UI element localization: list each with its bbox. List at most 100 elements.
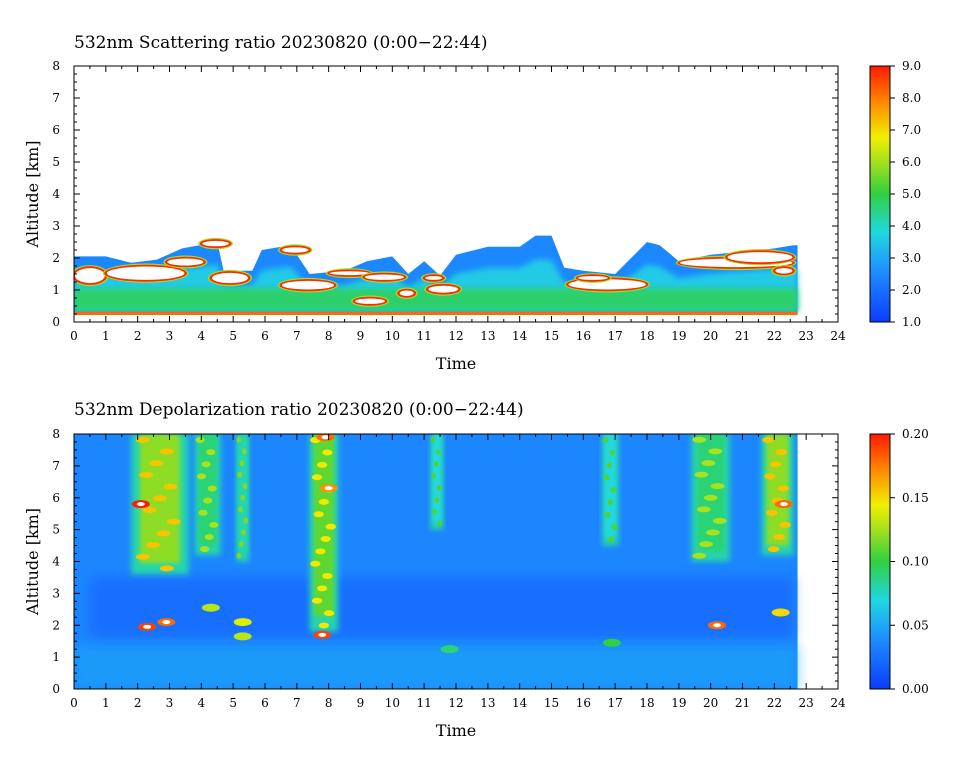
column-speckle <box>142 506 157 513</box>
column-speckle <box>318 498 330 505</box>
column-speckle <box>201 461 211 468</box>
column-speckle <box>322 573 333 580</box>
column-speckle <box>611 523 618 530</box>
column-speckle <box>712 517 727 524</box>
y-tick-label: 6 <box>52 123 60 137</box>
column-speckle <box>766 509 778 516</box>
hot-spot-outer <box>233 618 252 627</box>
strong-layer-core <box>202 240 229 247</box>
column-speckle <box>241 529 246 536</box>
colorbar-tick-label: 0.10 <box>902 555 929 569</box>
strong-layer-15 <box>573 273 612 283</box>
colorbar-tick-label: 0.00 <box>902 682 929 696</box>
column-speckle <box>762 437 774 444</box>
strong-layer-2 <box>102 263 189 283</box>
strong-layer-core <box>775 268 793 274</box>
column-speckle <box>779 521 791 528</box>
colorbar-scale <box>869 433 891 690</box>
strong-layer-9 <box>360 271 409 283</box>
x-tick-label: 9 <box>357 696 365 710</box>
hot-spot-2 <box>138 622 157 631</box>
x-tick-label: 7 <box>293 329 301 343</box>
x-tick-label: 4 <box>198 696 206 710</box>
column-speckle <box>163 483 178 490</box>
column-speckle <box>320 535 331 542</box>
strong-layer-core <box>364 274 405 280</box>
column-speckle <box>166 518 181 525</box>
x-tick-label: 2 <box>134 696 142 710</box>
column-speckle <box>431 472 437 479</box>
column-speckle <box>325 523 336 530</box>
y-tick-label: 3 <box>52 586 60 600</box>
column-speckle <box>430 436 436 443</box>
column-speckle <box>437 520 443 527</box>
x-tick-label: 1 <box>102 696 110 710</box>
strong-layer-core <box>425 276 443 280</box>
x-tick-label: 18 <box>639 696 654 710</box>
column-speckle <box>195 437 205 444</box>
strong-layer-core <box>75 268 105 284</box>
colorbar-tick-label: 5.0 <box>902 187 921 201</box>
column-speckle <box>149 460 164 467</box>
column-speckle <box>434 496 440 503</box>
y-tick-label: 1 <box>52 650 60 664</box>
x-tick-label: 13 <box>480 329 495 343</box>
y-tick-label: 5 <box>52 155 60 169</box>
high-depol-column-6 <box>602 434 619 546</box>
y-tick-label: 7 <box>52 459 60 473</box>
hot-spot-outer <box>771 608 790 617</box>
column-core <box>238 434 248 552</box>
colorbar-tick-label: 9.0 <box>902 59 921 73</box>
column-speckle <box>135 553 150 560</box>
x-tick-label: 15 <box>544 696 559 710</box>
column-speckle <box>706 529 720 536</box>
y-tick-label: 4 <box>52 187 60 201</box>
x-tick-label: 0 <box>70 696 78 710</box>
x-tick-label: 23 <box>799 329 814 343</box>
x-tick-label: 19 <box>671 329 686 343</box>
surface-layer <box>74 311 798 315</box>
strong-layer-core <box>329 271 370 276</box>
x-tick-label: 14 <box>512 696 528 710</box>
hot-spot-11 <box>602 638 621 647</box>
strong-layer-core <box>281 247 309 253</box>
column-speckle <box>200 546 210 553</box>
strong-layer-1 <box>74 265 109 287</box>
y-tick-label: 7 <box>52 91 60 105</box>
column-speckle <box>610 486 617 493</box>
hot-spot-8 <box>316 434 335 442</box>
column-speckle <box>315 548 326 555</box>
x-tick-label: 19 <box>671 696 686 710</box>
y-tick-label: 4 <box>52 555 60 569</box>
y-tick-label: 0 <box>52 682 60 696</box>
y-tick-label: 1 <box>52 283 60 297</box>
y-tick-label: 2 <box>52 251 60 265</box>
x-tick-label: 17 <box>608 329 623 343</box>
x-tick-label: 22 <box>767 696 782 710</box>
column-speckle <box>236 552 242 559</box>
y-tick-label: 6 <box>52 491 60 505</box>
column-speckle <box>323 610 335 617</box>
column-speckle <box>207 485 217 492</box>
y-axis-title: Altitude [km] <box>23 140 42 248</box>
column-core <box>604 434 616 537</box>
y-tick-label: 3 <box>52 219 60 233</box>
hot-spot-5 <box>233 618 252 627</box>
column-speckle <box>322 449 333 456</box>
column-speckle <box>156 530 171 537</box>
x-tick-label: 2 <box>134 329 142 343</box>
x-tick-label: 0 <box>70 329 78 343</box>
hot-spot-1 <box>131 500 150 509</box>
chart-title: 532nm Scattering ratio 20230820 (0:00−22… <box>74 33 488 53</box>
x-tick-label: 7 <box>293 696 301 710</box>
strong-layer-core <box>399 290 414 296</box>
hot-spot-outer <box>440 645 459 654</box>
column-speckle <box>240 494 246 501</box>
strong-layer-core <box>106 266 185 280</box>
strong-layer-18 <box>771 265 797 277</box>
column-speckle <box>694 471 709 478</box>
colorbar-tick-label: 0.05 <box>902 618 929 632</box>
column-speckle <box>239 459 245 466</box>
x-axis: 0 1 2 3 4 5 6 7 8 9 10 11 12 13 14 15 16 17 18 19 20 21 22 23 24 <box>70 434 846 710</box>
hot-spot-3 <box>157 618 176 627</box>
